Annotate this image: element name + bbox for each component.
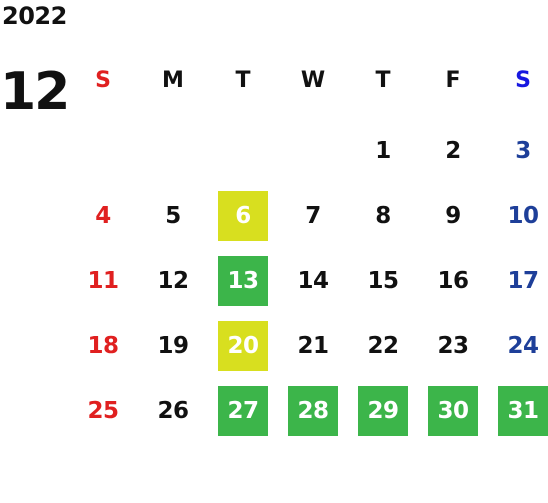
weekday-header-row: S M T W T F S [68,62,544,98]
day-18: 18 [87,332,119,359]
highlighted-day-20: 20 [218,320,268,371]
day-11: 11 [87,267,119,294]
highlighted-day-29: 29 [358,385,408,436]
calendar-day-cell: 29 [348,378,418,443]
calendar-day-cell: 10 [488,183,548,248]
day-25: 25 [87,397,119,424]
day-4: 4 [95,202,111,229]
day-26: 26 [157,397,189,424]
weekday-thursday: T [375,67,391,93]
calendar-day-cell: 13 [208,248,278,313]
calendar-day-cell: 11 [68,248,138,313]
weekday-sunday: S [95,67,111,93]
day-23: 23 [437,332,469,359]
calendar-day-cell: 26 [138,378,208,443]
weekday-tuesday: T [235,67,251,93]
day-15: 15 [367,267,399,294]
calendar-day-cell: 16 [418,248,488,313]
calendar-day-grid: 1 2 3 4 5 6 7 8 9 10 11 12 13 14 15 16 17 18 19 20 21 22 23 24 2… [68,118,548,443]
calendar-day-cell: 25 [68,378,138,443]
day-1: 1 [375,137,391,164]
calendar-day-cell: 23 [418,313,488,378]
weekday-monday: M [162,67,184,93]
calendar-day-cell: 30 [418,378,488,443]
calendar-day-cell: 7 [278,183,348,248]
calendar-day-cell: 2 [418,118,488,183]
calendar-day-cell: 3 [488,118,548,183]
calendar-day-cell: 24 [488,313,548,378]
calendar-day-cell: 18 [68,313,138,378]
calendar-year: 2022 [2,2,67,30]
calendar-day-cell: 5 [138,183,208,248]
highlighted-day-31: 31 [498,385,548,436]
day-3: 3 [515,137,531,164]
day-2: 2 [445,137,461,164]
calendar-day-cell: 27 [208,378,278,443]
highlighted-day-27: 27 [218,385,268,436]
highlighted-day-13: 13 [218,255,268,306]
calendar-day-cell: 20 [208,313,278,378]
day-22: 22 [367,332,399,359]
weekday-wednesday: W [300,67,326,93]
day-19: 19 [157,332,189,359]
weekday-saturday: S [515,67,531,93]
day-24: 24 [507,332,539,359]
calendar-day-cell: 28 [278,378,348,443]
calendar-day-cell: 22 [348,313,418,378]
day-7: 7 [305,202,321,229]
calendar-day-cell: 4 [68,183,138,248]
day-17: 17 [507,267,539,294]
calendar-day-cell: 15 [348,248,418,313]
day-16: 16 [437,267,469,294]
day-5: 5 [165,202,181,229]
day-21: 21 [297,332,329,359]
calendar-month: 12 [0,62,70,122]
calendar-day-cell: 12 [138,248,208,313]
calendar-day-cell: 19 [138,313,208,378]
day-14: 14 [297,267,329,294]
calendar-day-cell: 8 [348,183,418,248]
calendar-day-cell: 9 [418,183,488,248]
day-12: 12 [157,267,189,294]
calendar-day-cell: 14 [278,248,348,313]
calendar-day-cell: 6 [208,183,278,248]
calendar-day-cell: 21 [278,313,348,378]
calendar-day-cell: 17 [488,248,548,313]
calendar-day-cell: 1 [348,118,418,183]
highlighted-day-28: 28 [288,385,338,436]
calendar-day-cell: 31 [488,378,548,443]
day-10: 10 [507,202,539,229]
weekday-friday: F [445,67,461,93]
highlighted-day-6: 6 [218,190,268,241]
day-9: 9 [445,202,461,229]
highlighted-day-30: 30 [428,385,478,436]
day-8: 8 [375,202,391,229]
